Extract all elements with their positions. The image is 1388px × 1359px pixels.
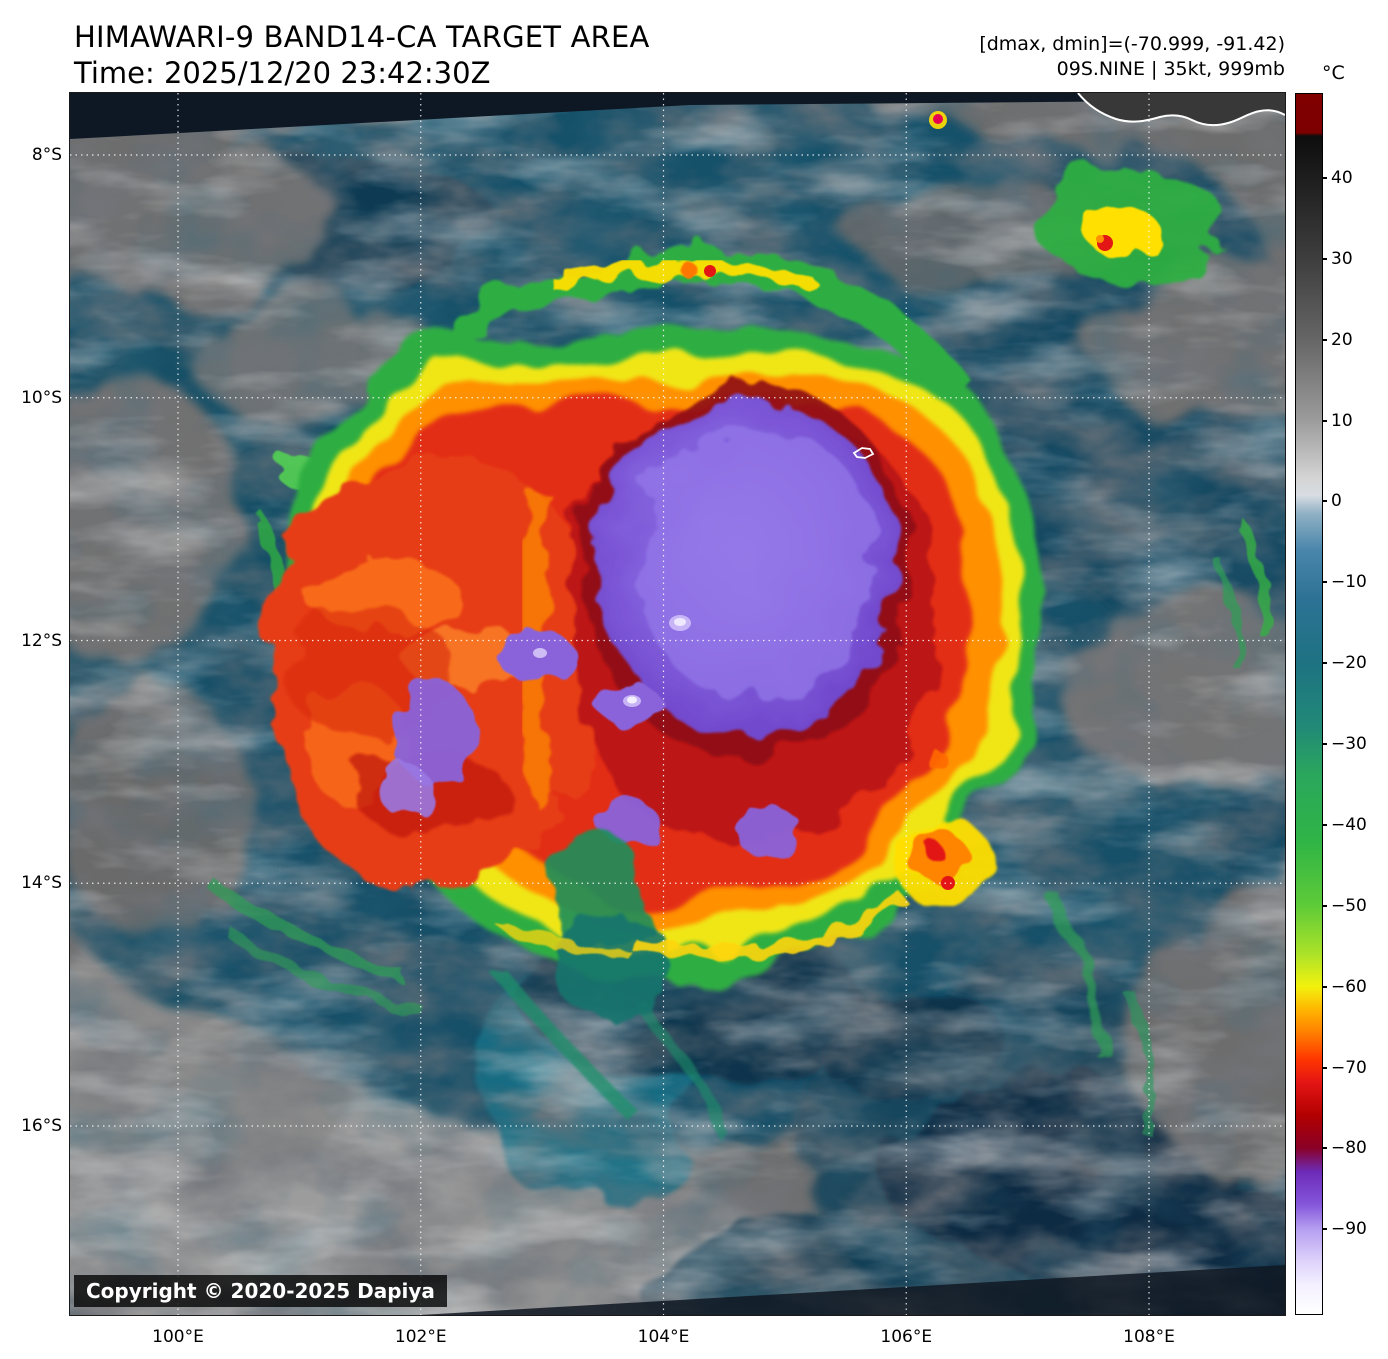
- cold-patch: [395, 681, 475, 785]
- colorbar-tick: [1322, 662, 1327, 665]
- colorbar-tick-label: −20: [1331, 653, 1367, 674]
- colorbar-tick: [1322, 904, 1327, 907]
- colorbar-tick: [1322, 743, 1327, 746]
- colorbar-tick-label: −60: [1331, 976, 1367, 997]
- colorbar-tick-label: 30: [1331, 248, 1353, 269]
- colorbar-tick-label: 20: [1331, 329, 1353, 350]
- grid-layer: [70, 93, 1285, 1315]
- colorbar-tick-label: −80: [1331, 1138, 1367, 1159]
- cold-patch: [597, 798, 657, 844]
- lon-tick-label: 100°E: [152, 1327, 204, 1347]
- page-title: HIMAWARI-9 BAND14-CA TARGET AREA: [74, 20, 650, 54]
- colorbar-tick: [1322, 823, 1327, 826]
- colorbar-tick-label: 0: [1331, 491, 1342, 512]
- colorbar-tick: [1322, 1147, 1327, 1150]
- colorbar-tick-label: −70: [1331, 1057, 1367, 1078]
- colorbar-tick: [1322, 1066, 1327, 1069]
- colorbar-tick-label: −90: [1331, 1219, 1367, 1240]
- colorbar-tick: [1322, 985, 1327, 988]
- colorbar-tick-label: 40: [1331, 167, 1353, 188]
- christmas-island-outline: [852, 447, 875, 459]
- copyright-badge: Copyright © 2020-2025 Dapiya: [74, 1275, 447, 1307]
- cold-patch: [734, 806, 802, 856]
- colorbar-tick: [1322, 176, 1327, 179]
- dmax-dmin-label: [dmax, dmin]=(-70.999, -91.42): [979, 33, 1285, 55]
- time-label: Time: 2025/12/20 23:42:30Z: [74, 56, 491, 90]
- lat-tick-label: 16°S: [21, 1116, 62, 1136]
- lon-tick-label: 102°E: [394, 1327, 447, 1347]
- colorbar-tick: [1322, 581, 1327, 584]
- lon-tick-label: 108°E: [1123, 1327, 1175, 1347]
- colorbar-tick-label: −40: [1331, 814, 1367, 835]
- java-land: [1077, 93, 1285, 127]
- colorbar: [1295, 93, 1323, 1315]
- colorbar-tick: [1322, 257, 1327, 260]
- lon-tick-label: 104°E: [637, 1327, 690, 1347]
- storm-info-label: 09S.NINE | 35kt, 999mb: [1056, 58, 1285, 80]
- colorbar-tick-label: −10: [1331, 572, 1367, 593]
- colorbar-tick-label: 10: [1331, 410, 1353, 431]
- header-right-block: [dmax, dmin]=(-70.999, -91.42) 09S.NINE …: [979, 32, 1285, 82]
- coastline-java: [1077, 93, 1285, 127]
- cold-patch: [380, 769, 436, 817]
- colorbar-tick: [1322, 338, 1327, 341]
- lat-tick-label: 10°S: [21, 387, 62, 408]
- lat-tick-label: 12°S: [21, 630, 62, 651]
- colorbar-tick-label: −50: [1331, 895, 1367, 916]
- lat-tick-label: 14°S: [21, 873, 62, 894]
- top-edge-band: [70, 93, 1285, 139]
- satellite-map: Copyright © 2020-2025 Dapiya: [69, 92, 1286, 1316]
- lat-tick-label: 8°S: [31, 145, 62, 165]
- bottom-edge-band: [420, 1265, 1285, 1315]
- colorbar-tick: [1322, 500, 1327, 503]
- colorbar-unit-label: °C: [1322, 62, 1345, 84]
- colorbar-tick: [1322, 419, 1327, 422]
- colorbar-tick: [1322, 1228, 1327, 1231]
- satellite-image: [70, 93, 1285, 1315]
- colorbar-tick-label: −30: [1331, 734, 1367, 755]
- lon-tick-label: 106°E: [880, 1327, 933, 1347]
- purple-core-inner: [640, 429, 873, 700]
